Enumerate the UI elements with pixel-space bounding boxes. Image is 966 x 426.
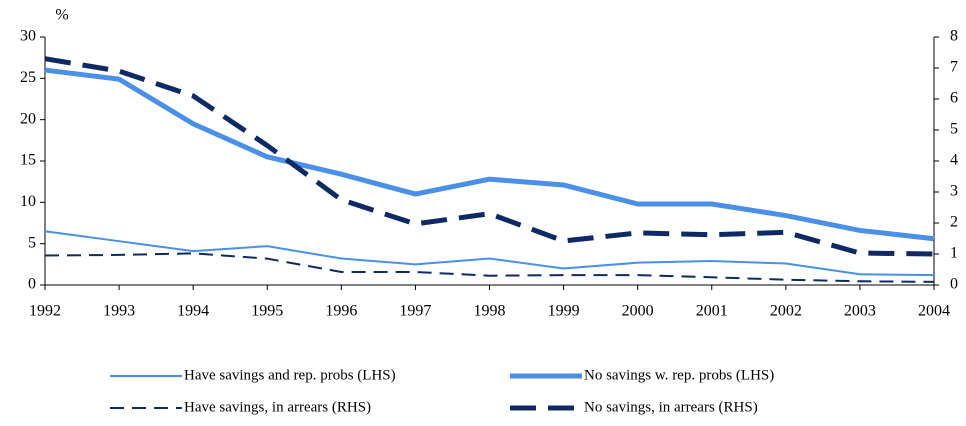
x-tick-label: 1995 <box>251 303 283 320</box>
y2-tick-label: 4 <box>950 152 958 169</box>
x-tick-label: 2000 <box>622 303 654 320</box>
series-line <box>44 230 935 277</box>
y2-tick-label: 7 <box>950 59 958 76</box>
legend-label: No savings, in arrears (RHS) <box>584 399 758 415</box>
x-tick-label: 2002 <box>770 303 802 320</box>
y-tick-label: 20 <box>20 110 36 127</box>
y2-tick-label: 0 <box>950 276 958 293</box>
legend-label: Have savings and rep. probs (LHS) <box>184 367 396 383</box>
y2-tick-label: 1 <box>950 245 958 262</box>
y-tick-label: 30 <box>20 28 36 45</box>
y2-tick-label: 8 <box>950 28 958 45</box>
y-tick-label: 0 <box>28 276 36 293</box>
y2-tick-label: 2 <box>950 214 958 231</box>
legend-item: Have savings, in arrears (RHS) <box>110 399 371 415</box>
y-tick-label: 15 <box>20 152 36 169</box>
series-line <box>44 67 935 242</box>
x-tick-label: 2004 <box>918 303 950 320</box>
x-tick-label: 1999 <box>548 303 580 320</box>
x-tick-label: 1998 <box>474 303 506 320</box>
x-tick-label: 1994 <box>177 303 209 320</box>
y2-tick-label: 6 <box>950 90 958 107</box>
series-line <box>44 252 935 283</box>
x-tick-label: 2003 <box>844 303 876 320</box>
x-tick-label: 2001 <box>696 303 728 320</box>
legend-item: Have savings and rep. probs (LHS) <box>110 367 396 383</box>
y2-tick-label: 5 <box>950 121 958 138</box>
x-tick-label: 1997 <box>399 303 431 320</box>
legend-label: No savings w. rep. probs (LHS) <box>584 367 774 383</box>
legend-label: Have savings, in arrears (RHS) <box>184 399 371 415</box>
legend-item: No savings, in arrears (RHS) <box>510 399 758 415</box>
y-tick-label: 10 <box>20 193 36 210</box>
series-line <box>44 56 935 257</box>
legend-item: No savings w. rep. probs (LHS) <box>510 367 774 383</box>
y-tick-label: 5 <box>28 234 36 251</box>
x-tick-label: 1993 <box>103 303 135 320</box>
y-tick-label: 25 <box>20 69 36 86</box>
y2-tick-label: 3 <box>950 183 958 200</box>
x-tick-label: 1996 <box>325 303 357 320</box>
x-tick-label: 1992 <box>29 303 61 320</box>
y-axis-label: % <box>55 7 68 24</box>
